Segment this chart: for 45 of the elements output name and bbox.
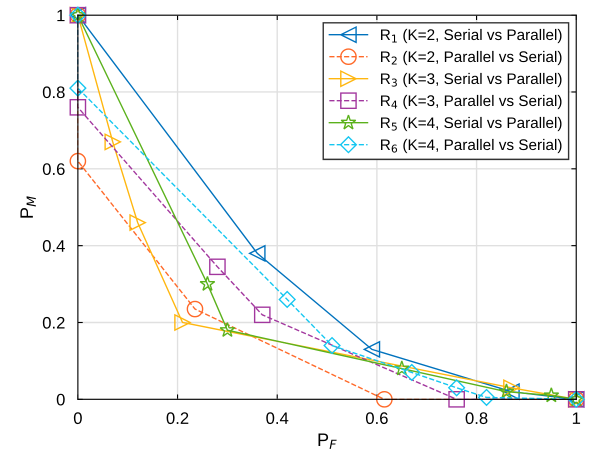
point (503, 383, 520, 400)
point (403, 364, 420, 381)
point (70, 152, 86, 170)
point (219, 322, 236, 338)
x-tick-label: 0.6 (366, 412, 388, 424)
y-tick-label: 0.8 (42, 86, 65, 98)
y-axis-title: P$_{M}$ (20, 196, 36, 218)
point (323, 336, 341, 354)
point (498, 383, 514, 399)
x-tick-label: 0.8 (466, 412, 488, 424)
point (478, 388, 496, 406)
x-axis-title: P$_{F}$ (318, 434, 337, 449)
x-tick-label: 0 (74, 412, 82, 424)
point (104, 134, 122, 150)
legend-label: R$_{1}$ (K=2, Serial vs Parallel) (381, 28, 562, 44)
x-tick-label: 0.4 (266, 412, 288, 424)
legend-label: R$_{3}$ (K=3, Serial vs Parallel) (381, 72, 562, 88)
point (199, 276, 216, 291)
point (278, 290, 296, 308)
y-tick-label: 0.2 (42, 316, 65, 329)
point (70, 99, 86, 116)
legend-label: R$_{2}$ (K=2, Parallel vs Serial) (381, 50, 562, 66)
point (448, 379, 466, 396)
point (364, 341, 380, 358)
point (254, 306, 271, 324)
legend-label: R$_{4}$ (K=3, Parallel vs Serial) (381, 94, 562, 110)
y-tick-label: 0.4 (42, 240, 65, 252)
point (174, 314, 191, 331)
legend-label: R$_{6}$ (K=4, Parallel vs Serial) (381, 138, 562, 154)
point (209, 258, 226, 276)
point (376, 390, 393, 408)
point (503, 379, 520, 396)
point (69, 80, 86, 97)
x-tick-label: 0.2 (166, 412, 188, 424)
point (129, 214, 146, 231)
point (186, 300, 204, 318)
point (543, 387, 560, 402)
y-tick-label: 1 (57, 10, 65, 22)
point (394, 360, 410, 376)
y-tick-label: 0.6 (42, 163, 65, 176)
y-tick-label: 0 (56, 394, 65, 406)
point (248, 245, 266, 262)
point (448, 390, 465, 408)
legend-label: R$_{5}$ (K=4, Serial vs Parallel) (381, 116, 562, 132)
x-tick-label: 1 (572, 412, 580, 424)
